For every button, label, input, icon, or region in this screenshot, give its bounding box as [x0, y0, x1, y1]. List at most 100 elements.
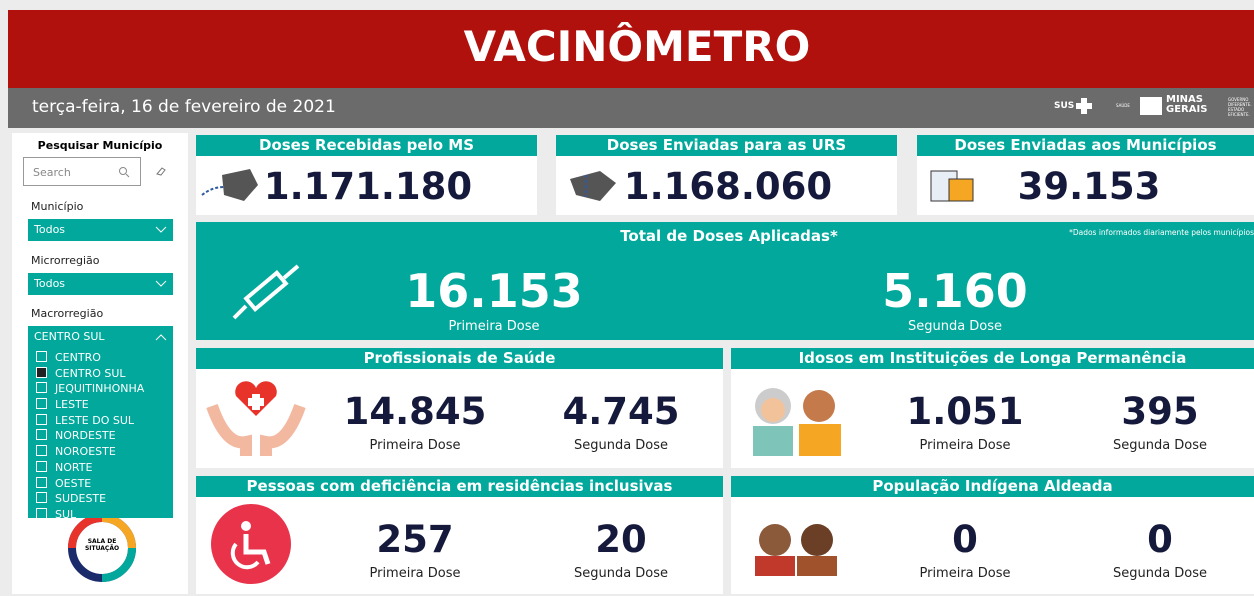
- stat-title: Doses Enviadas para as URS: [556, 135, 897, 156]
- search-placeholder: Search: [33, 166, 71, 179]
- stat-value: 1.171.180: [263, 165, 473, 208]
- sala-logo: [68, 514, 136, 582]
- sidebar-title: Pesquisar Município: [37, 139, 163, 152]
- group-first-label: Primeira Dose: [919, 566, 1011, 581]
- option[interactable]: SUL: [28, 507, 173, 518]
- logo-sus: SUS: [1054, 101, 1075, 111]
- search-box[interactable]: Search: [23, 157, 141, 186]
- checkbox[interactable]: [36, 492, 47, 504]
- checkbox[interactable]: [36, 382, 47, 394]
- logo-slogan: GOVERNO DIFERENTE. ESTADO EFICIENTE.: [1228, 97, 1252, 117]
- stat-card: Doses Enviadas para as URS 1.168.060: [556, 135, 897, 215]
- group-icon: [741, 376, 851, 456]
- logo-state: MINAS GERAIS: [1166, 94, 1208, 115]
- group-second-value: 20: [595, 518, 647, 561]
- option-label: LESTE: [55, 398, 89, 412]
- group-second-label: Segunda Dose: [573, 566, 669, 581]
- option-label: JEQUITINHONHA: [55, 382, 145, 396]
- checkbox[interactable]: [36, 507, 47, 518]
- checkbox[interactable]: [36, 366, 47, 378]
- total-title: Total de Doses Aplicadas*: [620, 227, 838, 245]
- option[interactable]: CENTRO: [28, 350, 173, 366]
- filter-dropdown[interactable]: Todos: [28, 272, 173, 295]
- group-title: Pessoas com deficiência em residências i…: [196, 476, 723, 497]
- group-second-value: 395: [1121, 390, 1199, 433]
- checkbox[interactable]: [36, 429, 47, 441]
- card-icon: [921, 165, 981, 205]
- group-title: Profissionais de Saúde: [196, 348, 723, 369]
- filter-dropdown[interactable]: Todos: [28, 219, 173, 241]
- total-second-label: Segunda Dose: [907, 319, 1003, 334]
- group-icon: [206, 376, 316, 456]
- filter-value: Todos: [34, 276, 66, 290]
- option-label: NORDESTE: [55, 429, 116, 443]
- group-card: População Indígena Aldeada 0 Primeira Dose…: [731, 476, 1254, 594]
- title-bar: VACINÔMETRO: [8, 10, 1254, 88]
- syringe-icon: [232, 264, 300, 320]
- filter-dropdown[interactable]: CENTRO SUL: [28, 326, 173, 348]
- option[interactable]: NOROESTE: [28, 444, 173, 460]
- filter-value: Todos: [34, 223, 66, 236]
- date: terça-feira, 16 de fevereiro de 2021: [32, 97, 336, 117]
- group-card: Pessoas com deficiência em residências i…: [196, 476, 723, 594]
- group-second-value: 0: [1147, 518, 1173, 561]
- total-first-value: 16.153: [405, 264, 583, 318]
- stat-title: Doses Enviadas aos Municípios: [917, 135, 1254, 156]
- group-second-value: 4.745: [562, 390, 680, 433]
- option-label: NORTE: [55, 460, 93, 474]
- title: VACINÔMETRO: [463, 22, 811, 71]
- checkbox[interactable]: [36, 476, 47, 488]
- group-icon: [741, 516, 851, 596]
- option[interactable]: JEQUITINHONHA: [28, 381, 173, 397]
- group-card: Idosos em Instituições de Longa Permanên…: [731, 348, 1254, 468]
- group-first-label: Primeira Dose: [369, 438, 461, 453]
- filter-label: Microrregião: [31, 253, 100, 267]
- checkbox[interactable]: [36, 445, 47, 457]
- group-first-value: 14.845: [343, 390, 487, 433]
- sidebar: Pesquisar Município Search SALA DE SITUA…: [12, 133, 188, 594]
- option[interactable]: CENTRO SUL: [28, 366, 173, 382]
- checkbox[interactable]: [36, 413, 47, 425]
- total-note: *Dados informados diariamente pelos muni…: [1069, 228, 1254, 237]
- checkbox[interactable]: [36, 398, 47, 410]
- checkbox[interactable]: [36, 460, 47, 472]
- option[interactable]: NORTE: [28, 460, 173, 476]
- group-second-label: Segunda Dose: [1112, 438, 1208, 453]
- group-second-label: Segunda Dose: [573, 438, 669, 453]
- option-label: OESTE: [55, 476, 92, 490]
- date-bar: terça-feira, 16 de fevereiro de 2021 SUS…: [8, 88, 1254, 128]
- stat-value: 1.168.060: [623, 165, 833, 208]
- group-title: População Indígena Aldeada: [731, 476, 1254, 497]
- option-label: CENTRO: [55, 351, 101, 364]
- card-icon: [560, 165, 620, 205]
- option[interactable]: NORDESTE: [28, 428, 173, 444]
- sus-cross: [1076, 98, 1092, 114]
- option-label: NOROESTE: [55, 445, 116, 459]
- mg-logo: [1140, 97, 1162, 115]
- group-first-value: 257: [376, 518, 454, 561]
- group-title: Idosos em Instituições de Longa Permanên…: [731, 348, 1254, 369]
- group-icon: [206, 504, 316, 584]
- stat-value: 39.153: [1017, 165, 1161, 208]
- eraser-icon[interactable]: [155, 166, 167, 176]
- card-icon: [200, 165, 260, 205]
- option-list: CENTRO CENTRO SUL JEQUITINHONHA LESTE LESTE …: [28, 348, 173, 518]
- sala-logo-text: SALA DE SITUAÇÃO: [84, 538, 120, 552]
- total-second-value: 5.160: [882, 264, 1028, 318]
- option[interactable]: LESTE: [28, 397, 173, 413]
- group-first-label: Primeira Dose: [919, 438, 1011, 453]
- option-label: SUDESTE: [55, 492, 107, 506]
- option-label: CENTRO SUL: [55, 366, 126, 380]
- option[interactable]: OESTE: [28, 476, 173, 492]
- group-first-value: 1.051: [906, 390, 1024, 433]
- total-first-label: Primeira Dose: [448, 319, 540, 334]
- option[interactable]: LESTE DO SUL: [28, 413, 173, 429]
- group-first-label: Primeira Dose: [369, 566, 461, 581]
- filter-label: Município: [31, 200, 84, 213]
- total-card: Total de Doses Aplicadas* *Dados informa…: [196, 222, 1254, 340]
- group-first-value: 0: [952, 518, 978, 561]
- stat-card: Doses Recebidas pelo MS 1.171.180: [196, 135, 537, 215]
- checkbox[interactable]: [36, 351, 47, 362]
- option[interactable]: SUDESTE: [28, 491, 173, 507]
